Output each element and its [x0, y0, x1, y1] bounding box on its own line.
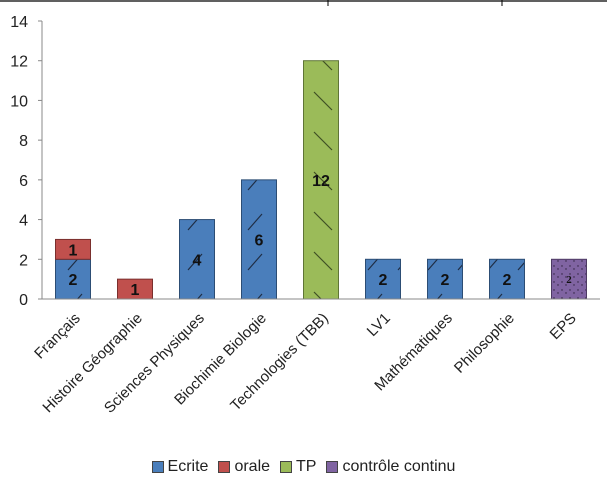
bar-contrôle-continu-8: [551, 258, 587, 300]
legend-item-orale: orale: [218, 458, 270, 476]
x-tick-label: Philosophie: [451, 310, 518, 377]
bar-tp-4: [303, 60, 339, 300]
bar-ecrite-0: [55, 258, 91, 300]
data-label: 1: [131, 282, 140, 299]
data-label: 12: [312, 173, 330, 190]
y-tick-label: 0: [19, 292, 28, 309]
legend-item-tp: TP: [280, 458, 316, 476]
data-label: 4: [193, 252, 202, 269]
bar-ecrite-7: [489, 258, 525, 300]
bar-ecrite-6: [427, 258, 463, 300]
y-tick-label: 8: [19, 133, 28, 150]
y-tick-label: 12: [10, 54, 28, 71]
legend-swatch: [326, 461, 339, 473]
bar-orale-0: [55, 238, 91, 260]
legend-item-contrôle-continu: contrôle continu: [326, 458, 455, 476]
legend-label: Ecrite: [167, 458, 209, 475]
data-label: 1: [69, 242, 78, 259]
y-tick-label: 4: [19, 213, 28, 230]
legend-label: orale: [234, 458, 271, 475]
x-tick-label: EPS: [547, 310, 580, 343]
legend-swatch: [151, 461, 164, 473]
data-label: 2: [379, 272, 388, 289]
data-label: 2: [503, 272, 512, 289]
y-tick-label: 10: [10, 93, 28, 110]
y-tick-label: 14: [10, 14, 28, 31]
bar-ecrite-3: [241, 179, 277, 300]
data-label: 2: [441, 272, 450, 289]
x-tick-label: LV1: [364, 310, 394, 340]
legend-label: contrôle continu: [342, 458, 456, 475]
y-axis: 0 2 4 6 8 10 12 14: [10, 14, 43, 309]
bar-ecrite-2: [179, 219, 215, 300]
data-label: 2: [566, 274, 572, 286]
y-tick-label: 6: [19, 173, 28, 190]
data-label: 6: [255, 232, 264, 249]
x-tick-label: Français: [31, 310, 84, 363]
bar-ecrite-5: [365, 258, 401, 300]
legend-item-ecrite: Ecrite: [151, 458, 209, 476]
legend-swatch: [280, 461, 293, 473]
y-tick-label: 2: [19, 252, 28, 269]
bars-group: 2 1 1 4 6 12 2 2 2 2: [55, 60, 587, 300]
legend: Ecrite orale TP contrôle continu: [0, 458, 607, 476]
legend-swatch: [218, 461, 231, 473]
legend-label: TP: [296, 458, 317, 475]
data-label: 2: [69, 272, 78, 289]
